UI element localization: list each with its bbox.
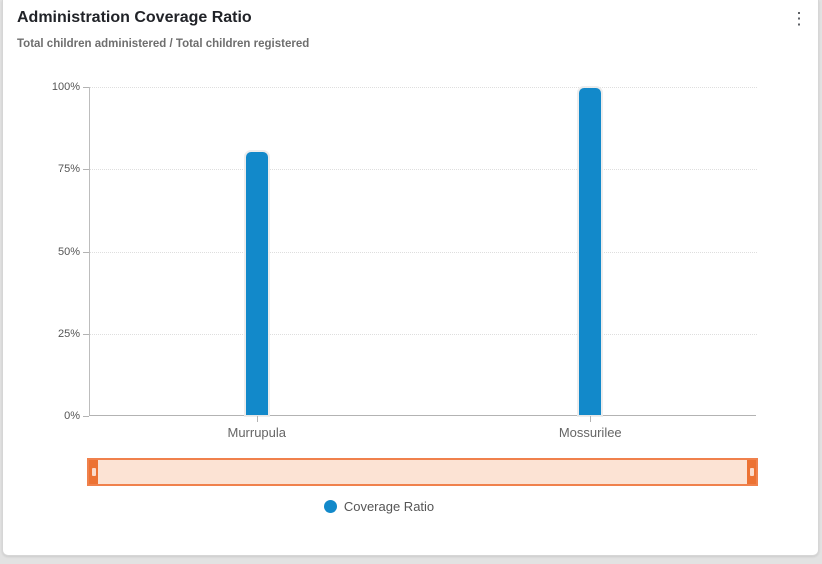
x-axis-tick xyxy=(590,416,592,422)
x-axis-label-mossurilee: Mossurilee xyxy=(558,425,622,440)
chart-title: Administration Coverage Ratio xyxy=(17,9,252,26)
gridline xyxy=(90,333,757,335)
legend-item-coverage-ratio[interactable]: Coverage Ratio xyxy=(323,499,435,514)
y-axis-tick xyxy=(83,333,89,335)
more-options-button[interactable]: ⋮ xyxy=(786,6,812,32)
legend-label: Coverage Ratio xyxy=(343,499,435,514)
x-axis-tick xyxy=(256,416,258,422)
y-axis-label: 50% xyxy=(57,245,80,258)
chart-legend: Coverage Ratio xyxy=(3,499,755,514)
chart-subtitle: Total children administered / Total chil… xyxy=(17,38,310,50)
bar-mossurilee[interactable] xyxy=(579,87,602,415)
grip-icon xyxy=(749,468,754,476)
plot-area: 0% 25% 50% 75% 100% Murrupula Mossurilee xyxy=(52,81,757,440)
y-axis-label: 25% xyxy=(57,327,80,340)
gridline xyxy=(90,251,757,253)
y-axis-tick xyxy=(83,169,89,171)
x-axis-label-murrupula: Murrupula xyxy=(227,425,287,440)
scrollbar-right-handle[interactable] xyxy=(747,460,756,484)
y-axis-label: 100% xyxy=(51,81,80,93)
y-axis-tick xyxy=(83,251,89,253)
kebab-menu-icon: ⋮ xyxy=(790,9,808,28)
legend-dot-icon xyxy=(323,500,337,513)
gridline xyxy=(90,169,757,171)
chart-card: Administration Coverage Ratio Total chil… xyxy=(2,0,819,556)
y-axis-label: 0% xyxy=(64,410,80,422)
y-axis-tick xyxy=(83,416,89,417)
gridline xyxy=(90,87,757,88)
scrollbar-left-handle[interactable] xyxy=(89,460,98,484)
grip-icon xyxy=(91,468,96,476)
bar-murrupula[interactable] xyxy=(245,151,268,415)
chart-range-scrollbar[interactable] xyxy=(87,458,758,486)
y-axis-tick xyxy=(83,87,89,88)
y-axis-label: 75% xyxy=(57,163,80,176)
